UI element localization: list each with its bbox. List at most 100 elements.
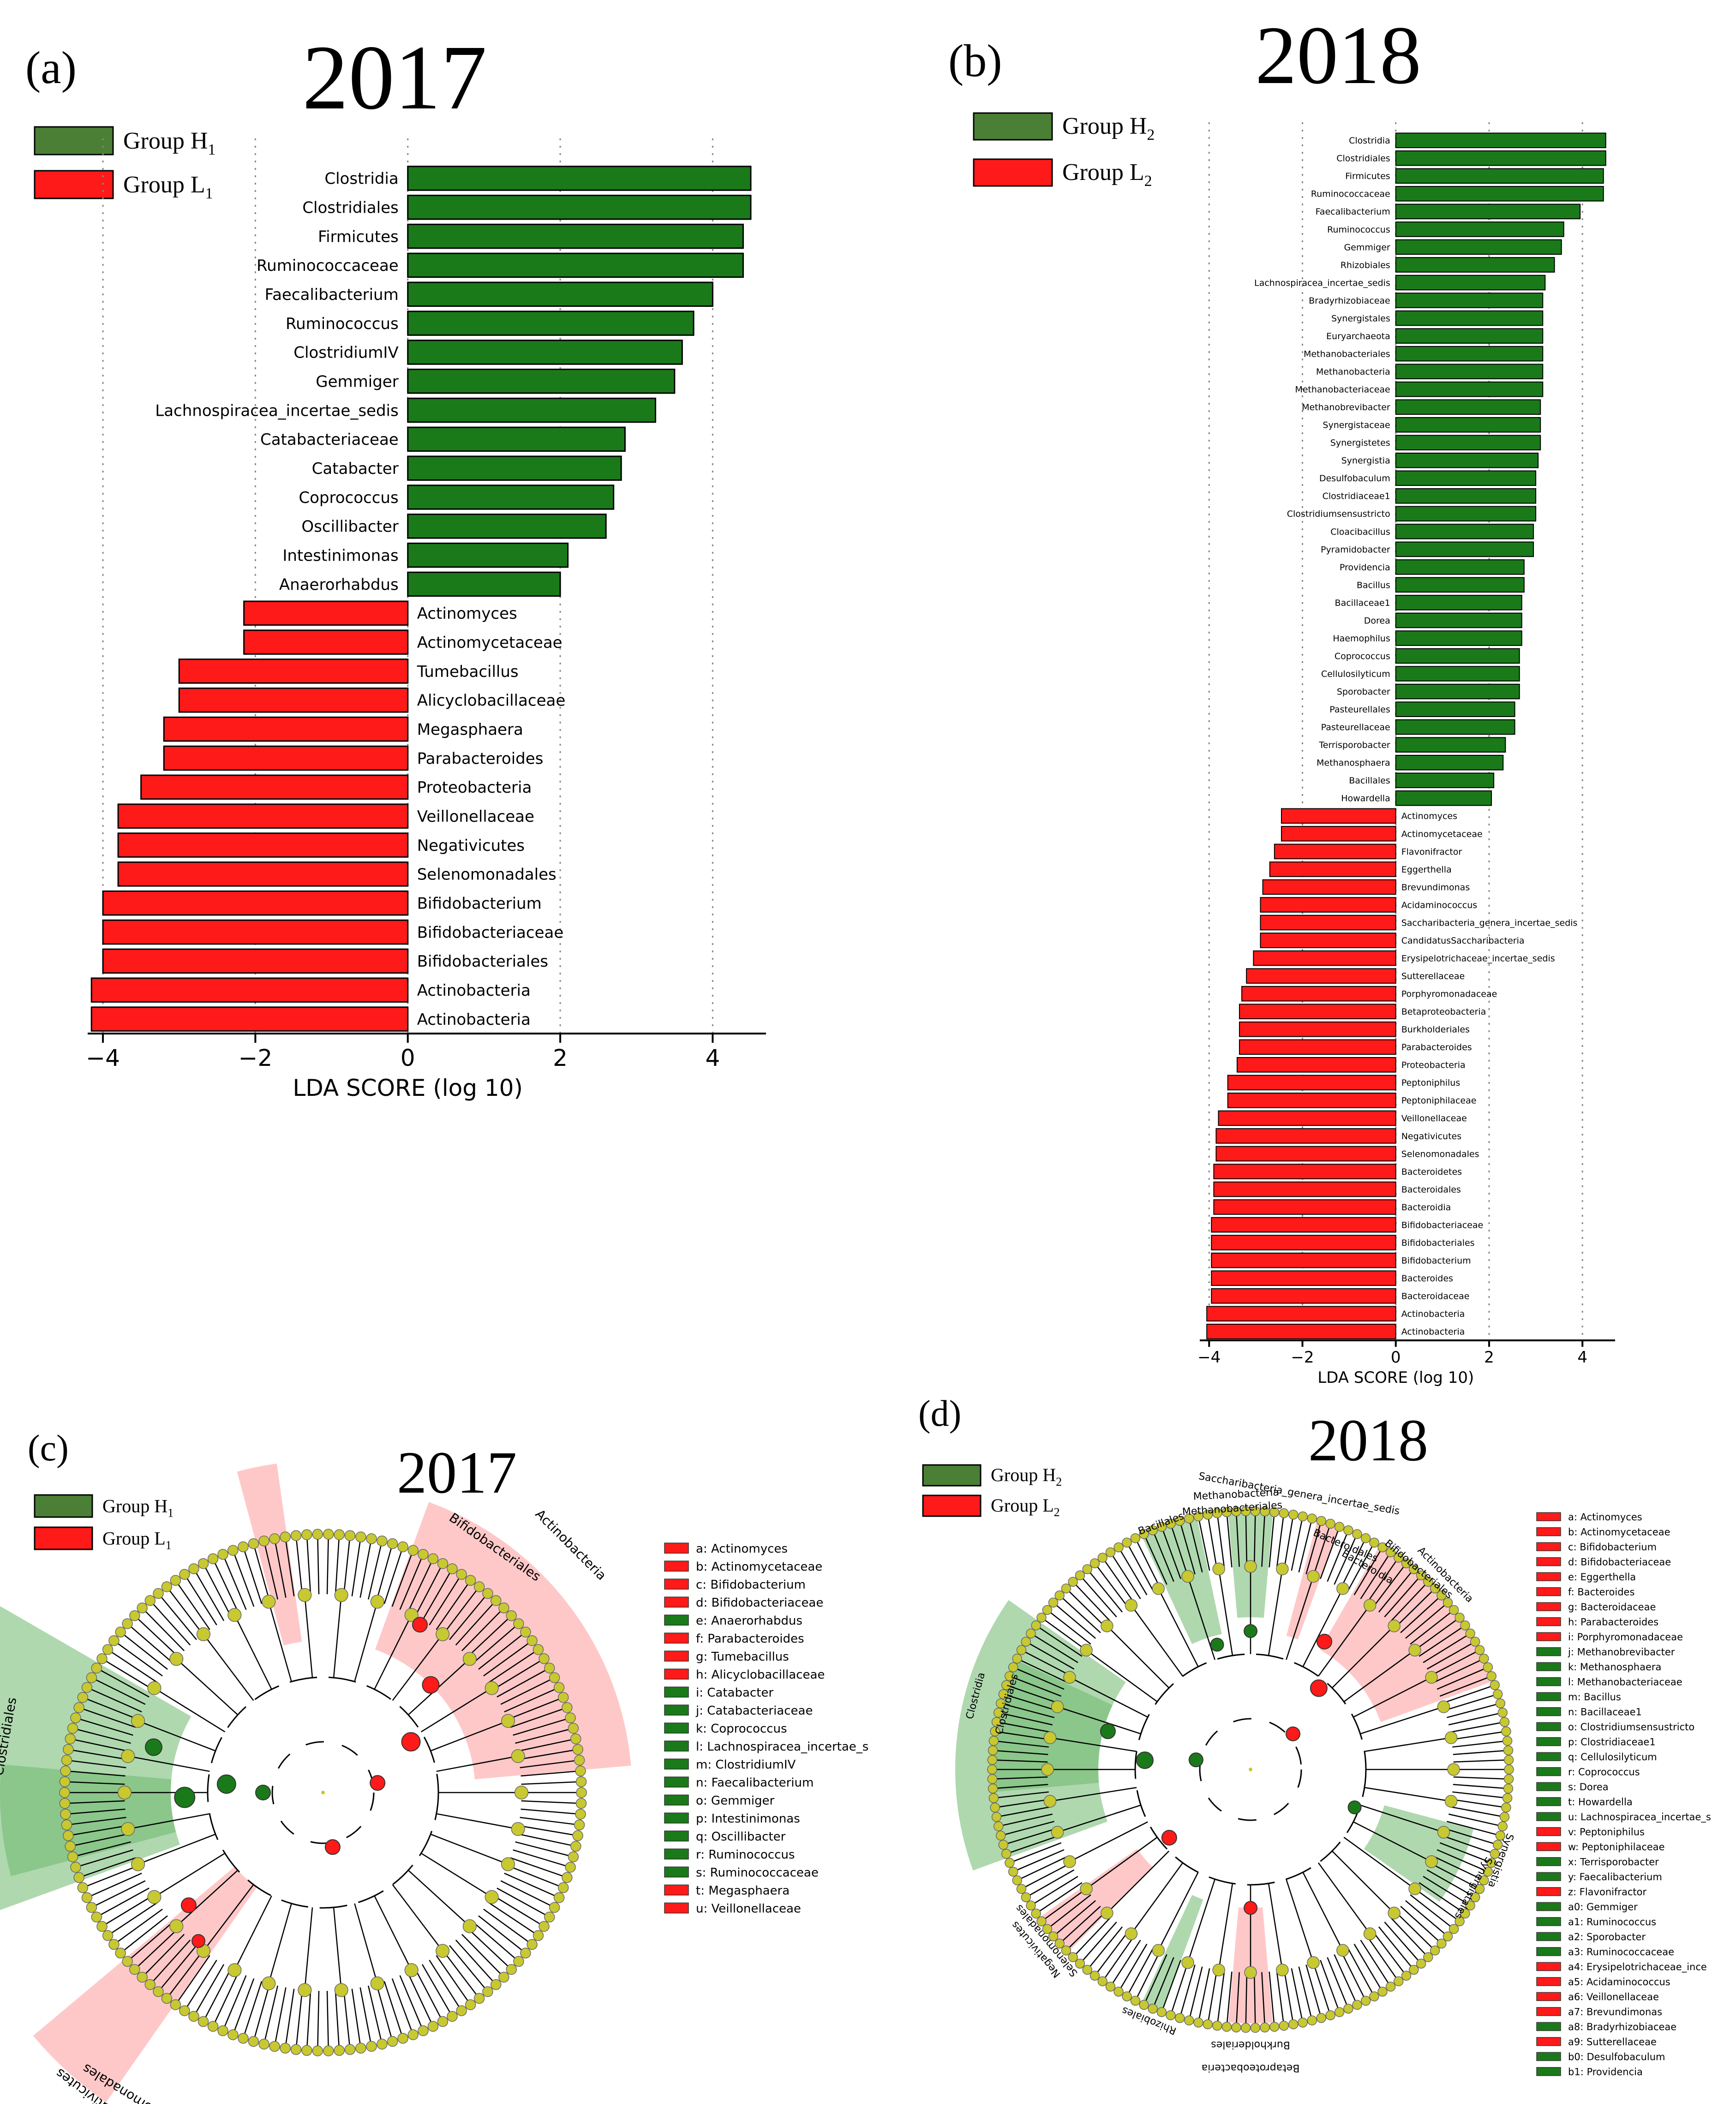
leaf-edge [467,1615,512,1657]
branch-node [298,1983,312,1997]
bar-label: Selenomonadales [1401,1149,1479,1159]
leaf-node [1240,2023,1251,2033]
bar-eggerthella [1269,861,1396,877]
branch-node [514,1785,529,1800]
leaf-edge [399,1975,424,2031]
bar-peptoniphilus [1227,1075,1396,1091]
leaf-edge [367,1541,383,1600]
x-tick-label: 4 [705,1045,720,1071]
leaf-node [170,1575,181,1586]
leaf-node [987,1774,998,1784]
leaf-node [544,1912,555,1923]
branch-node [1336,1944,1349,1957]
bar-coprococcus [407,484,615,510]
leaf-edge [376,1543,393,1602]
key-entry: q: Oscillibacter [696,1830,786,1844]
key-swatch [664,1596,689,1608]
leaf-node [1423,1952,1433,1962]
leaf-node [568,1851,579,1863]
branch-edge [1286,1576,1314,1660]
leaf-node [217,1549,228,1560]
clade-label: Betaproteobacteria [1202,2062,1300,2074]
branch-node [1408,1644,1421,1657]
panel-year-title: 2017 [302,27,487,129]
leaf-node [427,2020,439,2032]
leaf-node [355,1531,366,1542]
key-entry: b: Actinomycetaceae [696,1560,822,1574]
bar-label: Bacillaceae1 [1335,598,1390,608]
leaf-node [1005,1858,1015,1868]
inner-arc [207,1676,439,1909]
leaf-edge [513,1849,571,1868]
leaf-node [1492,1840,1503,1850]
leaf-node [1184,2015,1194,2026]
branch-node [370,1976,384,1990]
branch-node [147,1681,162,1695]
leaf-node [1193,1511,1203,1522]
branch-edge [1158,1872,1199,1951]
branch-node [227,1608,242,1622]
key-swatch [664,1866,689,1878]
key-entry: e: Eggerthella [1568,1572,1636,1583]
leaf-node [1497,1708,1508,1718]
leaf-node [533,1930,544,1941]
bar-selenomonadales [117,861,409,887]
leaf-node [533,1644,544,1655]
key-swatch [1536,1617,1561,1626]
key-swatch [1536,1992,1561,2001]
leaf-node [1479,1653,1489,1664]
key-entry: a3: Ruminococcaceae [1568,1947,1674,1958]
bar-label: Intestinimonas [282,546,398,565]
key-swatch [1536,1662,1561,1671]
branch-edge [1086,1650,1158,1703]
x-axis-title: LDA SCORE (log 10) [1317,1369,1474,1387]
bar-label: Parabacteroides [417,749,544,768]
leaf-edge [1327,1957,1349,2009]
leaf-node [91,1912,102,1923]
leaf-edge [500,1880,555,1908]
leaf-node [1298,1511,1308,1522]
leaf-node [1423,1577,1433,1587]
leaf-node [366,1533,377,1544]
key-swatch [1536,1572,1561,1581]
leaf-edge [488,1901,539,1936]
leaf-node [513,1618,524,1629]
leaf-node [280,1531,291,1542]
leaf-node [61,1819,72,1830]
leaf-node [1221,2021,1232,2032]
bar-bacillus [1395,577,1525,593]
leaf-node [549,1902,560,1913]
leaf-node [70,1862,81,1873]
leaf-edge [1334,1954,1358,2005]
leaf-node [1012,1875,1022,1886]
leaf-edge [127,1623,174,1663]
leaf-edge [421,1568,453,1621]
key-entry: m: ClostridiumIV [696,1758,796,1772]
leaf-node [1325,1518,1335,1529]
leaf-edge [335,1535,340,1595]
key-entry: l: Lachnospiracea_incertae_s [696,1740,868,1754]
bar-gemmiger [407,368,676,394]
leaf-node [77,1882,89,1893]
leaf-edge [1305,1964,1322,2018]
leaf-node [565,1862,576,1873]
leaf-edge [107,1649,158,1684]
key-swatch [664,1542,689,1554]
bar-haemophilus [1395,630,1522,646]
inner-arc [1134,1653,1367,1886]
leaf-node [1026,1628,1036,1638]
leaf-edge [1452,1791,1508,1799]
key-entry: a: Actinomyces [1568,1512,1642,1523]
leaf-node [1279,2020,1289,2031]
leaf-edge [134,1928,179,1970]
branch-edge [1106,1850,1170,1914]
key-swatch [664,1758,689,1770]
key-entry: j: Catabacteriaceae [695,1704,813,1718]
leaf-edge [1395,1588,1436,1628]
leaf-node [1449,1924,1459,1934]
leaf-node [1279,1508,1289,1518]
leaf-edge [102,1895,154,1927]
legend-swatch-l [973,158,1053,187]
leaf-edge [376,1983,393,2042]
leaf-node [1250,2023,1261,2033]
